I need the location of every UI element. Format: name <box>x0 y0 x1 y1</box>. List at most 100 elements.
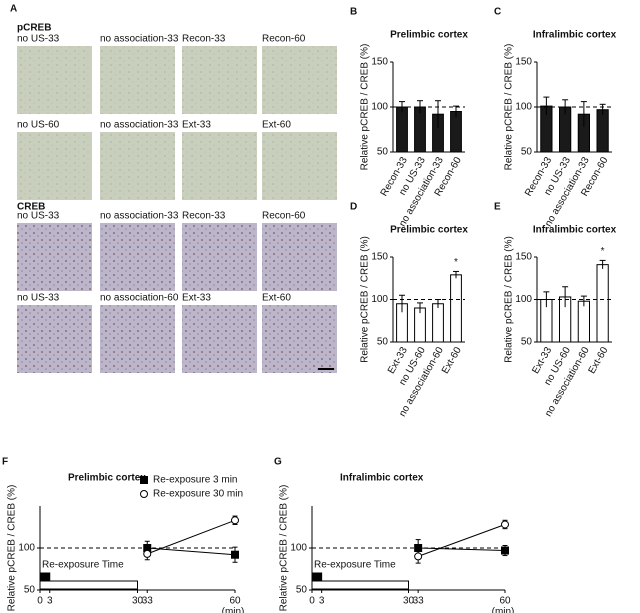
panel-letter: A <box>10 4 17 15</box>
tile-label: Recon-60 <box>262 34 306 45</box>
series-line <box>418 547 506 552</box>
exposure-label: Re-exposure Time <box>314 560 396 571</box>
x-tick-label: 33 <box>142 596 154 607</box>
data-point <box>143 549 152 558</box>
panel-letter: E <box>494 202 501 213</box>
section-title: pCREB <box>17 23 51 34</box>
bar <box>596 264 609 343</box>
panel-letter: F <box>2 457 8 468</box>
x-axis-label: (min) <box>222 607 245 613</box>
bar <box>432 303 444 343</box>
y-tick-label: 100 <box>371 102 388 113</box>
series-line <box>147 547 236 556</box>
y-tick-label: 100 <box>18 543 35 554</box>
bar <box>396 106 408 153</box>
legend-label: Re-exposure 30 min <box>153 489 243 500</box>
exposure-label: Re-exposure Time <box>42 560 124 571</box>
exposure-bar <box>311 572 323 582</box>
micrograph <box>17 223 92 291</box>
bar <box>596 109 609 153</box>
x-tick-label: 0 <box>37 596 43 607</box>
tile-label: no US-60 <box>17 120 60 131</box>
y-tick-label: 100 <box>371 294 388 305</box>
micrograph <box>182 305 257 373</box>
data-point <box>231 550 239 559</box>
legend-marker <box>140 490 148 498</box>
panel-letter: C <box>494 7 501 18</box>
tile-label: Ext-60 <box>262 293 291 304</box>
micrograph <box>262 132 337 200</box>
x-tick-label: 30 <box>132 596 144 607</box>
tile-label: no US-33 <box>17 211 60 222</box>
micrograph <box>100 223 175 291</box>
chart-title: Prelimbic cortex <box>390 225 468 236</box>
micrograph <box>100 132 175 200</box>
tile-label: no US-33 <box>17 34 60 45</box>
chart-title: Prelimbic cortex <box>68 473 146 484</box>
y-axis-label: Relative pCREB / CREB (%) <box>7 485 18 612</box>
micrograph <box>100 305 175 373</box>
exposure-bar <box>39 580 138 590</box>
chart-title: Infralimbic cortex <box>533 30 617 41</box>
micrograph <box>262 305 337 373</box>
micrograph <box>17 132 92 200</box>
x-tick-label: 60 <box>229 596 241 607</box>
y-tick-label: 50 <box>521 337 533 348</box>
data-point <box>231 516 239 525</box>
x-tick-label: 3 <box>319 596 325 607</box>
micrograph <box>182 132 257 200</box>
bar <box>414 106 426 153</box>
x-tick-label: 30 <box>403 596 415 607</box>
y-tick-label: 100 <box>515 294 532 305</box>
y-axis-label: Relative pCREB / CREB (%) <box>279 485 290 612</box>
x-tick-label: 60 <box>499 596 511 607</box>
panel-letter: B <box>350 7 357 18</box>
tile-label: no association-33 <box>100 120 179 131</box>
y-tick-label: 50 <box>521 147 533 158</box>
x-tick-label: 0 <box>309 596 315 607</box>
chart-title: Infralimbic cortex <box>340 473 424 484</box>
section-title: CREB <box>17 202 45 213</box>
series-line <box>417 524 506 557</box>
y-tick-label: 50 <box>24 585 36 596</box>
y-tick-label: 50 <box>377 147 389 158</box>
x-tick-label: 3 <box>47 596 53 607</box>
tile-label: Ext-33 <box>182 293 211 304</box>
tile-label: Recon-33 <box>182 211 226 222</box>
y-axis-label: Relative pCREB / CREB (%) <box>360 236 371 363</box>
exposure-bar <box>311 580 409 590</box>
y-tick-label: 150 <box>515 57 532 68</box>
tile-label: no association-33 <box>100 34 179 45</box>
micrograph <box>262 46 337 114</box>
legend-label: Re-exposure 3 min <box>153 475 237 486</box>
y-tick-label: 150 <box>515 252 532 263</box>
y-tick-label: 100 <box>515 102 532 113</box>
series-line <box>147 519 236 555</box>
y-axis-label: Relative pCREB / CREB (%) <box>504 236 515 363</box>
bar <box>450 274 462 343</box>
x-axis-label: (min) <box>492 607 515 613</box>
y-tick-label: 50 <box>296 585 308 596</box>
y-tick-label: 50 <box>377 337 389 348</box>
significance-mark: * <box>454 257 458 268</box>
significance-mark: * <box>601 246 605 257</box>
bar <box>450 111 462 153</box>
tile-label: no association-33 <box>100 211 179 222</box>
data-point <box>501 520 509 529</box>
micrograph <box>182 223 257 291</box>
micrograph <box>17 305 92 373</box>
tile-label: no US-33 <box>17 293 60 304</box>
tile-label: Recon-60 <box>262 211 306 222</box>
micrograph <box>100 46 175 114</box>
y-axis-label: Relative pCREB / CREB (%) <box>504 44 515 171</box>
x-tick-label: 33 <box>413 596 425 607</box>
data-point <box>501 546 509 555</box>
panel-letter: G <box>274 457 282 468</box>
y-axis-label: Relative pCREB / CREB (%) <box>360 44 371 171</box>
x-tick-label: Ext-60 <box>587 345 611 376</box>
tile-label: Ext-60 <box>262 120 291 131</box>
chart-title: Infralimbic cortex <box>533 225 617 236</box>
data-point <box>414 552 423 561</box>
micrograph <box>182 46 257 114</box>
